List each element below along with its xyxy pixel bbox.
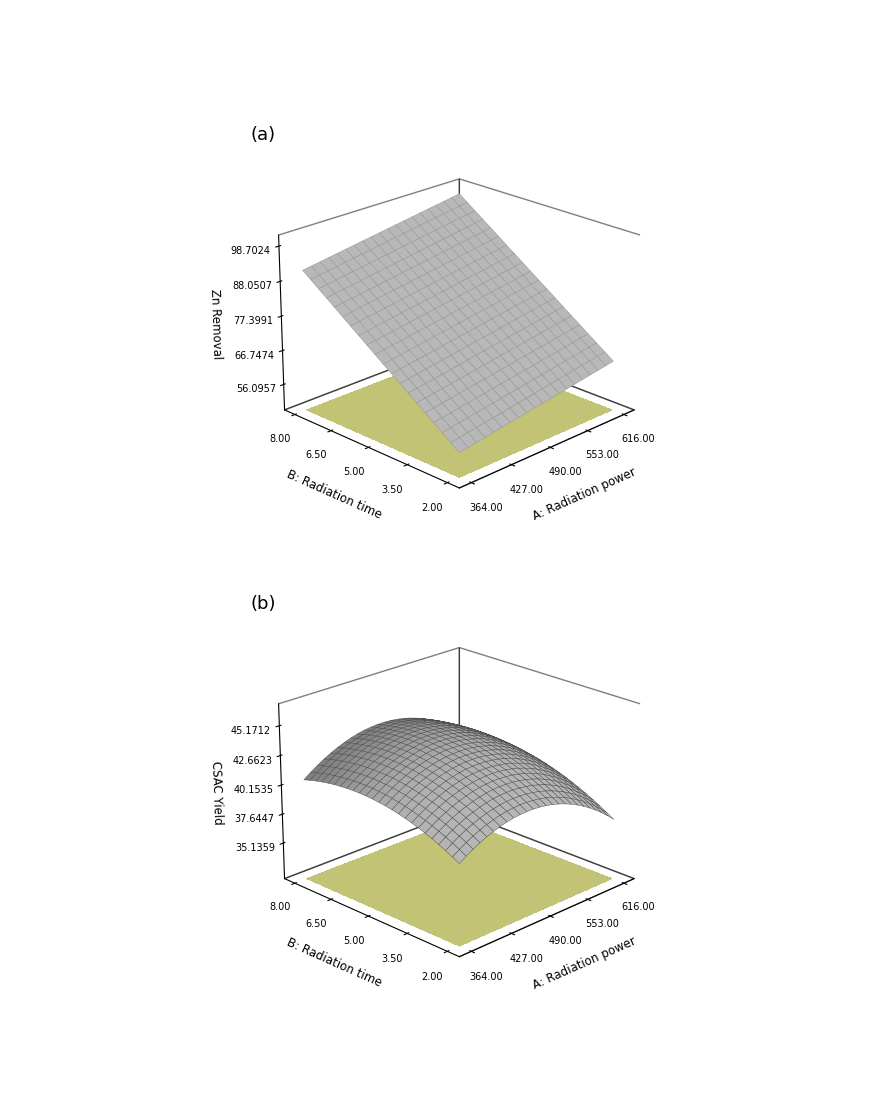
Y-axis label: B: Radiation time: B: Radiation time xyxy=(284,468,384,521)
X-axis label: A: Radiation power: A: Radiation power xyxy=(531,934,639,992)
Y-axis label: B: Radiation time: B: Radiation time xyxy=(284,936,384,990)
Text: (b): (b) xyxy=(251,595,276,613)
X-axis label: A: Radiation power: A: Radiation power xyxy=(531,465,639,523)
Text: (a): (a) xyxy=(251,126,276,144)
